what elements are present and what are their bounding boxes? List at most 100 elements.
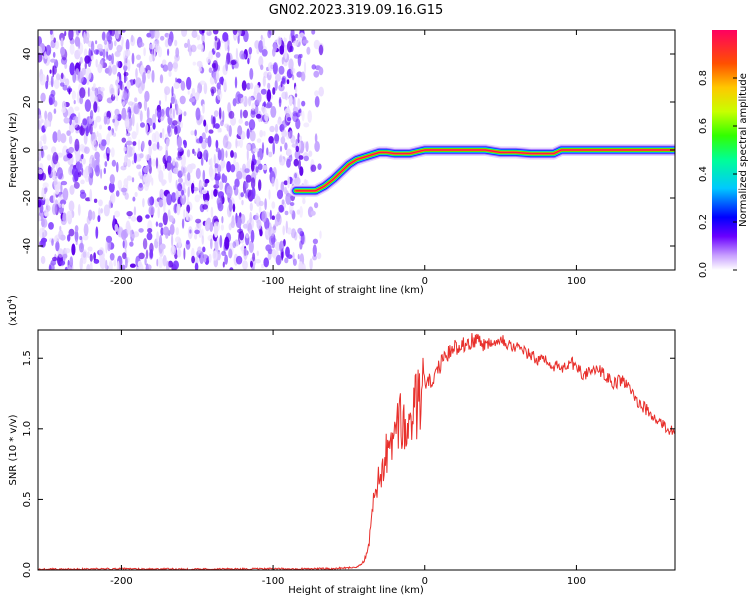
noise-speck <box>84 146 90 154</box>
noise-speck <box>103 185 108 190</box>
noise-speck <box>121 229 127 241</box>
noise-speck <box>111 53 114 65</box>
noise-speck <box>263 101 267 108</box>
noise-speck <box>242 223 248 229</box>
noise-speck <box>116 82 119 96</box>
noise-speck <box>223 79 227 91</box>
noise-speck <box>110 192 116 204</box>
noise-speck <box>42 145 48 150</box>
noise-speck <box>251 102 255 111</box>
noise-speck <box>190 130 195 136</box>
noise-speck <box>52 131 58 144</box>
noise-speck <box>202 204 209 210</box>
noise-speck <box>87 87 90 98</box>
noise-speck <box>116 60 121 68</box>
noise-speck <box>272 62 279 75</box>
noise-speck <box>113 259 117 267</box>
noise-speck <box>146 232 153 241</box>
noise-speck <box>173 59 179 73</box>
noise-speck <box>286 79 290 85</box>
noise-speck <box>274 241 280 251</box>
noise-speck <box>218 107 222 120</box>
noise-speck <box>268 235 275 246</box>
noise-speck <box>255 166 259 173</box>
noise-speck <box>249 130 256 142</box>
snr-y-tick-label: 0.0 <box>22 562 33 578</box>
noise-speck <box>45 44 52 56</box>
noise-speck <box>64 30 67 37</box>
snr-x-tick-label: -200 <box>110 576 133 587</box>
noise-speck <box>51 171 54 177</box>
noise-speck <box>71 90 76 101</box>
noise-speck <box>169 107 175 119</box>
noise-speck <box>86 264 91 270</box>
snr-ylabel: SNR (10 * v/v) <box>8 414 19 485</box>
spectrogram-ylabel: Frequency (Hz) <box>8 112 19 188</box>
noise-speck <box>147 228 153 233</box>
noise-speck <box>181 218 185 229</box>
noise-speck <box>244 121 249 126</box>
noise-speck <box>138 171 142 177</box>
noise-speck <box>48 97 53 106</box>
noise-speck <box>94 87 99 97</box>
noise-speck <box>95 226 99 239</box>
noise-speck <box>298 159 301 170</box>
noise-speck <box>271 201 276 209</box>
noise-speck <box>219 235 223 248</box>
noise-speck <box>267 30 272 39</box>
noise-speck <box>242 260 248 270</box>
noise-speck <box>143 173 148 183</box>
noise-speck <box>152 158 156 167</box>
noise-speck <box>134 97 138 102</box>
noise-speck <box>180 121 183 129</box>
noise-speck <box>213 110 219 117</box>
noise-speck <box>246 143 251 152</box>
noise-speck <box>311 30 316 35</box>
noise-speck <box>206 56 211 64</box>
noise-speck <box>191 87 196 96</box>
noise-speck <box>130 215 137 222</box>
noise-speck <box>226 161 232 173</box>
noise-speck <box>212 116 216 129</box>
noise-speck <box>191 182 195 194</box>
noise-speck <box>144 257 147 266</box>
noise-speck <box>175 190 179 201</box>
noise-speck <box>212 250 218 261</box>
noise-speck <box>286 158 291 168</box>
noise-speck <box>79 242 84 253</box>
noise-speck <box>302 39 309 44</box>
noise-speck <box>161 180 166 187</box>
noise-speck <box>250 229 255 243</box>
noise-speck <box>117 179 123 190</box>
noise-speck <box>106 153 110 162</box>
noise-speck <box>197 44 204 50</box>
noise-speck <box>298 155 304 160</box>
noise-speck <box>105 235 113 243</box>
noise-speck <box>284 210 289 216</box>
noise-speck <box>183 209 186 219</box>
noise-speck <box>157 206 160 219</box>
noise-speck <box>89 123 93 135</box>
noise-speck <box>148 139 152 147</box>
noise-speck <box>168 215 174 223</box>
noise-speck <box>228 125 232 137</box>
noise-speck <box>226 124 230 132</box>
noise-speck <box>204 178 210 184</box>
noise-speck <box>272 223 277 234</box>
noise-speck <box>168 170 173 184</box>
noise-speck <box>106 31 111 42</box>
noise-speck <box>189 97 195 103</box>
noise-speck <box>183 111 187 117</box>
noise-speck <box>194 229 200 235</box>
noise-speck <box>99 256 106 269</box>
noise-speck <box>256 138 262 144</box>
noise-speck <box>51 238 54 246</box>
noise-speck <box>47 111 53 123</box>
noise-speck <box>136 54 141 61</box>
noise-speck <box>299 135 303 142</box>
noise-speck <box>278 65 285 75</box>
noise-speck <box>109 252 115 261</box>
noise-speck <box>114 223 119 232</box>
noise-speck <box>278 204 285 213</box>
noise-speck <box>41 187 45 200</box>
